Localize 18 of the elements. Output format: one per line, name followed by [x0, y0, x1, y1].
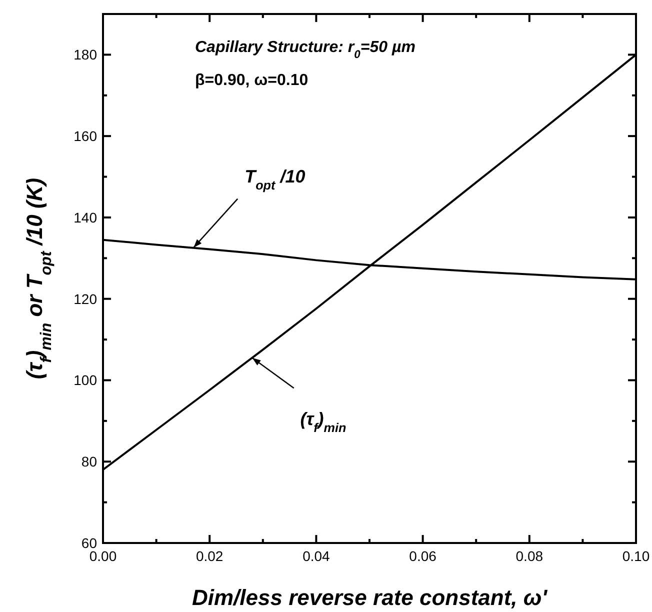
annotation: (τ$_{f}$)$_{min}$	[300, 408, 346, 435]
x-tick-label: 0.06	[409, 548, 437, 564]
y-tick-label: 60	[81, 535, 98, 551]
x-tick-label: 0.00	[89, 548, 117, 564]
x-tick-label: 0.02	[196, 548, 224, 564]
annotation: β=0.90, ω=0.10	[195, 72, 308, 89]
y-tick-label: 180	[74, 46, 98, 63]
x-tick-label: 0.08	[516, 548, 544, 564]
y-tick-label: 120	[74, 290, 98, 307]
y-tick-label: 160	[74, 128, 98, 144]
annotation: Capillary Structure: r$_{0}$=50 µm	[195, 39, 416, 61]
annotation: T$_{opt}$ /10	[244, 166, 306, 193]
y-tick-label: 100	[74, 372, 98, 388]
x-tick-label: 0.10	[622, 548, 650, 564]
x-tick-label: 0.04	[302, 548, 330, 564]
y-tick-label: 140	[74, 209, 98, 226]
y-tick-label: 80	[81, 454, 98, 470]
x-axis-title: Dim/less reverse rate constant, ω'	[192, 585, 548, 610]
